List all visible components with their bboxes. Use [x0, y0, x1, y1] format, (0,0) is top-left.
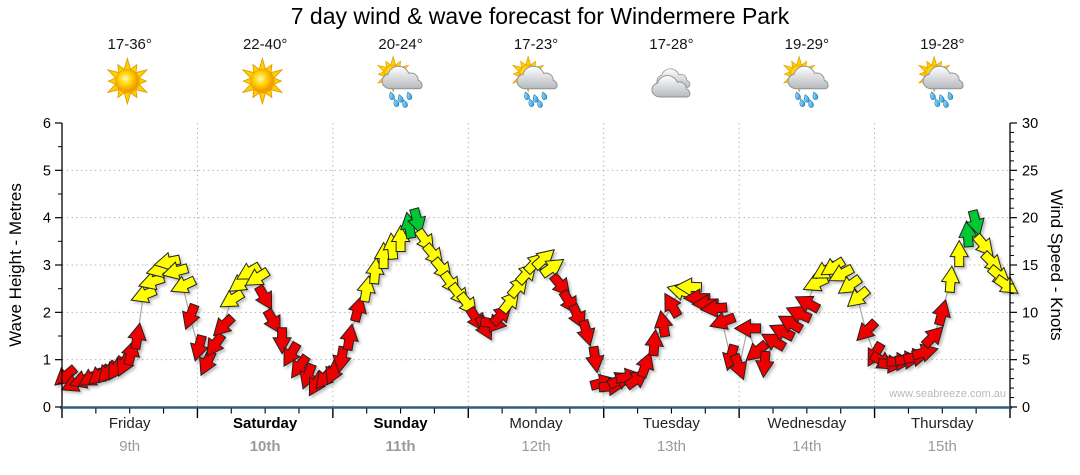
gridlines: [62, 123, 1010, 407]
day-column-top: 17-28°: [616, 36, 726, 108]
day-name: Saturday: [233, 415, 298, 432]
day-column-label: Friday 9th: [65, 415, 195, 455]
wind-arrows: [54, 207, 1019, 397]
left-tick-labels: 0 1 2 3 4 5 6: [43, 116, 51, 416]
day-date: 15th: [927, 438, 957, 455]
sunny-icon: [241, 56, 284, 106]
page-title: 7 day wind & wave forecast for Windermer…: [290, 3, 790, 29]
day-column-top: 17-23°: [481, 36, 591, 108]
day-temp-range: 19-28°: [920, 36, 965, 53]
day-temp-range: 17-36°: [107, 36, 152, 53]
axes: [55, 122, 1017, 418]
svg-text:20: 20: [1022, 211, 1038, 227]
svg-text:30: 30: [1022, 116, 1038, 132]
weather-icon-holder: [346, 54, 456, 108]
sun-rain-icon: [782, 55, 829, 108]
day-column-label: Saturday 10th: [200, 415, 330, 455]
sun-rain-icon: [918, 55, 964, 108]
svg-text:25: 25: [1022, 163, 1038, 179]
svg-text:6: 6: [43, 116, 51, 132]
day-temp-range: 20-24°: [378, 36, 423, 53]
day-column-label: Monday 12th: [471, 415, 601, 455]
day-name: Friday: [108, 415, 151, 432]
weather-icon-holder: [481, 54, 591, 108]
day-name: Thursday: [911, 415, 974, 432]
sun-rain-icon: [511, 55, 558, 108]
day-name: Tuesday: [642, 415, 700, 432]
cloudy-icon: [651, 68, 691, 98]
left-axis-title: Wave Height - Metres: [6, 183, 25, 347]
day-name: Wednesday: [767, 415, 847, 432]
svg-text:0: 0: [43, 400, 51, 416]
right-axis-title: Wind Speed - Knots: [1047, 189, 1066, 341]
day-date: 9th: [119, 438, 141, 455]
day-date: 10th: [249, 438, 281, 455]
sun-rain-icon: [376, 55, 423, 108]
svg-text:2: 2: [43, 305, 51, 321]
weather-icon-holder: [887, 54, 997, 108]
day-column-top: 19-29°: [752, 36, 862, 108]
weather-icon-holder: [210, 54, 320, 108]
svg-text:0: 0: [1022, 400, 1030, 416]
svg-text:3: 3: [43, 258, 51, 274]
weather-icon-holder: [616, 54, 726, 108]
day-temp-range: 22-40°: [242, 36, 288, 53]
day-column-top: 20-24°: [346, 36, 456, 108]
svg-text:4: 4: [43, 211, 51, 227]
day-date: 11th: [385, 438, 416, 455]
day-column-label: Tuesday 13th: [606, 415, 736, 455]
day-temp-range: 17-23°: [513, 36, 559, 53]
day-date: 13th: [656, 438, 687, 455]
day-date: 12th: [521, 438, 551, 455]
svg-text:5: 5: [1022, 353, 1030, 369]
weather-icon-holder: [752, 54, 862, 108]
day-column-label: Thursday 15th: [877, 415, 1007, 455]
svg-text:15: 15: [1022, 258, 1038, 274]
day-column-top: 22-40°: [210, 36, 320, 108]
svg-text:10: 10: [1022, 305, 1038, 321]
day-name: Monday: [509, 415, 563, 432]
day-temp-range: 17-28°: [649, 36, 694, 53]
right-tick-labels: 0 5 10 15 20 25 30: [1022, 116, 1038, 416]
day-column-label: Wednesday 14th: [742, 415, 872, 455]
weather-icon-holder: [75, 54, 185, 108]
svg-text:1: 1: [43, 353, 51, 369]
sunny-icon: [106, 56, 149, 106]
day-name: Sunday: [373, 415, 428, 432]
svg-text:5: 5: [43, 163, 51, 179]
day-temp-range: 19-29°: [784, 36, 830, 53]
day-column-top: 17-36°: [75, 36, 185, 108]
day-column-label: Sunday 11th: [336, 415, 466, 455]
day-date: 14th: [792, 438, 822, 455]
watermark: www.seabreeze.com.au: [889, 388, 1006, 400]
day-column-top: 19-28°: [887, 36, 997, 108]
